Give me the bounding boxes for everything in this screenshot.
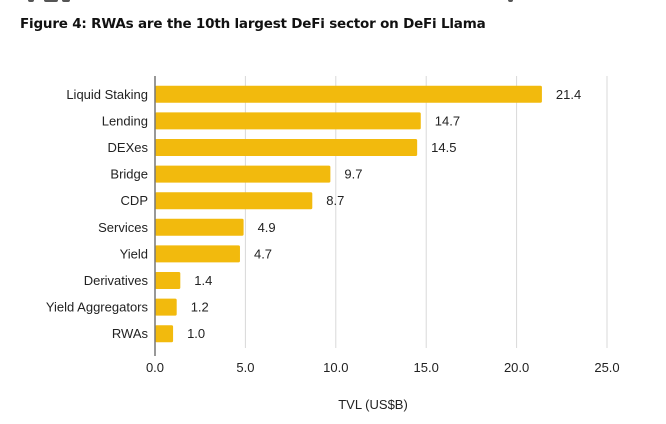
x-tick-label: 10.0 — [323, 360, 348, 375]
bar — [155, 325, 174, 343]
bar — [155, 165, 331, 183]
value-label: 14.7 — [435, 113, 460, 128]
bar — [155, 139, 418, 156]
page-top-edge — [0, 0, 666, 6]
x-tick-label: 25.0 — [594, 360, 619, 375]
category-labels: Liquid Staking Lending DEXes Bridge CDP Servi… — [46, 87, 149, 341]
category-label: Bridge — [110, 167, 148, 182]
value-label: 1.0 — [187, 326, 205, 341]
category-label: Liquid Staking — [66, 87, 148, 102]
value-label: 8.7 — [326, 193, 344, 208]
category-label: DEXes — [108, 140, 149, 155]
x-tick-label: 15.0 — [414, 360, 439, 375]
category-label: Yield Aggregators — [46, 300, 149, 315]
bars — [155, 85, 542, 343]
category-label: RWAs — [112, 326, 149, 341]
category-label: Derivatives — [84, 273, 149, 288]
value-label: 1.2 — [191, 300, 209, 315]
value-label: 1.4 — [194, 273, 212, 288]
bar — [155, 112, 421, 130]
value-label: 14.5 — [431, 140, 456, 155]
value-label: 4.7 — [254, 246, 272, 261]
category-label: CDP — [121, 193, 148, 208]
bar — [155, 192, 313, 210]
category-label: Lending — [102, 113, 148, 128]
figure-title: Figure 4: RWAs are the 10th largest DeFi… — [20, 16, 486, 32]
category-label: Services — [98, 220, 148, 235]
value-labels: 21.4 14.7 14.5 9.78.7 4.9 4.7 1.4 1.2 1.0 — [187, 87, 581, 341]
x-tick-label: 5.0 — [236, 360, 254, 375]
value-label: 21.4 — [556, 87, 581, 102]
category-label: Yield — [120, 246, 148, 261]
value-label: 4.9 — [258, 220, 276, 235]
bar — [155, 272, 181, 289]
bar — [155, 218, 244, 236]
bar — [155, 245, 240, 263]
value-label: 9.7 — [344, 167, 362, 182]
x-tick-label: 20.0 — [504, 360, 529, 375]
x-tick-label: 0.0 — [146, 360, 164, 375]
bar — [155, 298, 177, 316]
bar — [155, 85, 542, 103]
x-tick-labels: 0.0 5.0 10.0 15.0 20.0 25.0 — [146, 360, 620, 375]
x-axis-title: TVL (US$B) — [338, 397, 408, 412]
